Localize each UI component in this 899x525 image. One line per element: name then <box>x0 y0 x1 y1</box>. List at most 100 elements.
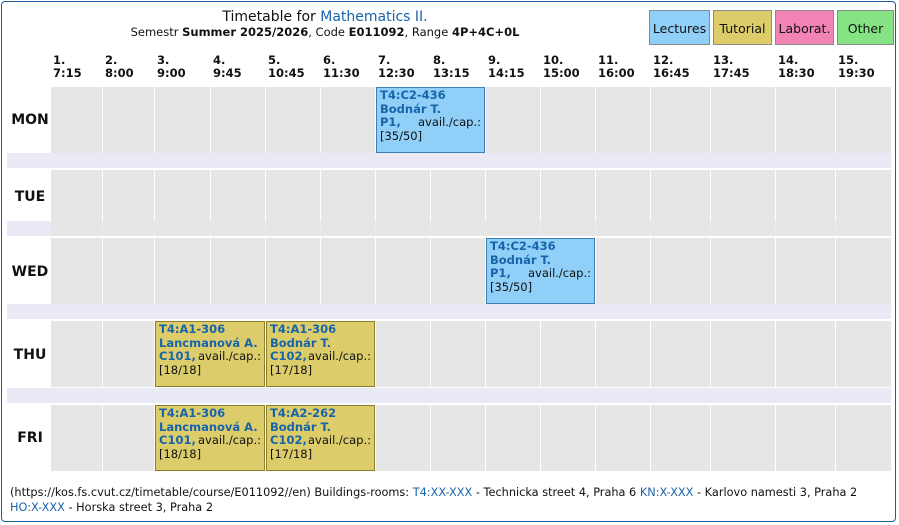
slot-time: 9:45 <box>213 66 242 80</box>
timetable-cell <box>596 87 650 153</box>
building-code-t4[interactable]: T4:XX-XXX <box>412 486 473 499</box>
slot-header: 14. 18:30 <box>778 54 815 80</box>
timetable-cell <box>211 87 265 153</box>
tutorial-event[interactable]: T4:A1-306 Lancmanová A. C101, avail./cap.:[… <box>155 405 265 471</box>
timetable-cell <box>596 238 650 304</box>
slot-header: 12. 16:45 <box>653 54 690 80</box>
slot-number: 13. <box>713 53 734 67</box>
slot-number: 5. <box>268 53 281 67</box>
slot-number: 4. <box>213 53 226 67</box>
event-capacity: [18/18] <box>159 446 202 461</box>
timetable-cell <box>651 238 710 304</box>
slot-time: 14:15 <box>488 66 525 80</box>
page-title: Timetable for Mathematics II. <box>222 9 428 25</box>
timetable-cell <box>711 87 775 153</box>
timetable-cell <box>711 321 775 387</box>
event-teacher[interactable]: Bodnár T. <box>270 335 331 350</box>
event-comma: , <box>506 266 511 281</box>
timetable-cell <box>431 321 485 387</box>
timetable-cell <box>321 238 375 304</box>
timetable-cell <box>541 405 595 471</box>
event-group[interactable]: P1, <box>380 115 401 130</box>
event-room[interactable]: T4:A2-262 <box>270 406 337 420</box>
slot-header: 13. 17:45 <box>713 54 750 80</box>
event-capacity: [35/50] <box>380 128 423 143</box>
event-group-row: P1, avail./cap.: <box>380 115 484 130</box>
lecture-event[interactable]: T4:C2-436 Bodnár T. P1, avail./cap.: [35/50] <box>376 87 485 153</box>
event-group-row: P1, avail./cap.: <box>490 266 594 281</box>
slot-number: 12. <box>653 53 674 67</box>
event-group-row: C102, avail./cap.: <box>270 433 374 448</box>
slot-time: 8:00 <box>105 66 134 80</box>
event-comma: , <box>302 433 307 448</box>
timetable-cell <box>836 87 891 153</box>
tutorial-event[interactable]: T4:A1-306 Bodnár T. C102, avail./cap.: [17/1… <box>266 321 375 387</box>
event-teacher[interactable]: Lancmanová A. <box>159 419 258 434</box>
timetable-cell <box>266 170 320 236</box>
event-group[interactable]: P1, <box>490 266 511 281</box>
event-room[interactable]: T4:A1-306 <box>270 322 337 336</box>
slot-time: 10:45 <box>268 66 305 80</box>
event-teacher[interactable]: Bodnár T. <box>490 252 551 267</box>
tutorial-event[interactable]: T4:A2-262 Bodnár T. C102, avail./cap.: [17/1… <box>266 405 375 471</box>
event-room[interactable]: T4:C2-436 <box>380 88 446 102</box>
day-label-mon: MON <box>11 112 49 128</box>
building-desc-kn: - Karlovo namesti 3, Praha 2 <box>697 486 858 499</box>
event-teacher[interactable]: Bodnár T. <box>270 419 331 434</box>
timetable-cell <box>155 170 210 236</box>
course-code: E011092 <box>348 25 405 39</box>
building-code-kn[interactable]: KN:X-XXX <box>639 486 694 499</box>
timetable-cell <box>486 170 540 236</box>
day-label-fri: FRI <box>17 430 43 446</box>
event-group[interactable]: C101, <box>159 433 196 448</box>
event-group[interactable]: C101, <box>159 349 196 364</box>
course-name-link[interactable]: Mathematics II. <box>320 9 428 25</box>
slot-header: 6. 11:30 <box>323 54 360 80</box>
event-room[interactable]: T4:A1-306 <box>159 322 226 336</box>
slot-number: 9. <box>488 53 501 67</box>
event-capacity: [35/50] <box>490 279 533 294</box>
lecture-event[interactable]: T4:C2-436 Bodnár T. P1, avail./cap.: [35/50] <box>486 238 595 304</box>
timetable-cell <box>103 321 154 387</box>
course-range: 4P+4C+0L <box>451 25 520 39</box>
event-room[interactable]: T4:A1-306 <box>159 406 226 420</box>
slot-number: 3. <box>157 53 170 67</box>
event-group[interactable]: C102, <box>270 349 307 364</box>
legend-tutorial: Tutorial <box>713 10 772 45</box>
slot-time: 12:30 <box>378 66 415 80</box>
event-avail-label: avail./cap.: <box>197 349 261 364</box>
timetable-cell <box>541 170 595 236</box>
day-separator <box>7 388 891 403</box>
slot-time: 16:00 <box>598 66 635 80</box>
building-desc-ho: - Horska street 3, Praha 2 <box>68 501 214 514</box>
slot-time: 19:30 <box>838 66 875 80</box>
slot-time: 7:15 <box>53 66 82 80</box>
timetable-cell <box>486 405 540 471</box>
tutorial-event[interactable]: T4:A1-306 Lancmanová A. C101, avail./cap.:[… <box>155 321 265 387</box>
event-capacity: [17/18] <box>270 446 313 461</box>
timetable-cell <box>376 405 430 471</box>
course-meta: Semestr Summer 2025/2026, Code E011092, … <box>130 25 520 39</box>
slot-number: 11. <box>598 53 619 67</box>
slot-header: 7. 12:30 <box>378 54 415 80</box>
event-group-row: C101, avail./cap.: <box>159 349 264 364</box>
timetable-cell <box>376 321 430 387</box>
event-group[interactable]: C102, <box>270 433 307 448</box>
timetable-cell <box>596 170 650 236</box>
event-room[interactable]: T4:C2-436 <box>490 239 556 253</box>
buildings-label: Buildings-rooms: <box>314 486 410 499</box>
event-capacity: [18/18] <box>159 362 202 377</box>
event-teacher[interactable]: Lancmanová A. <box>159 335 258 350</box>
timetable-cell <box>836 170 891 236</box>
day-separator <box>7 153 891 168</box>
timetable-cell <box>541 87 595 153</box>
timetable-cell <box>651 170 710 236</box>
footer-note: (https://kos.fs.cvut.cz/timetable/course… <box>10 485 890 515</box>
event-group-row: C102, avail./cap.: <box>270 349 374 364</box>
slot-number: 15. <box>838 53 859 67</box>
slot-header: 1. 7:15 <box>53 54 82 80</box>
slot-header: 9. 14:15 <box>488 54 525 80</box>
event-teacher[interactable]: Bodnár T. <box>380 101 441 116</box>
building-code-ho[interactable]: HO:X-XXX <box>10 501 65 514</box>
